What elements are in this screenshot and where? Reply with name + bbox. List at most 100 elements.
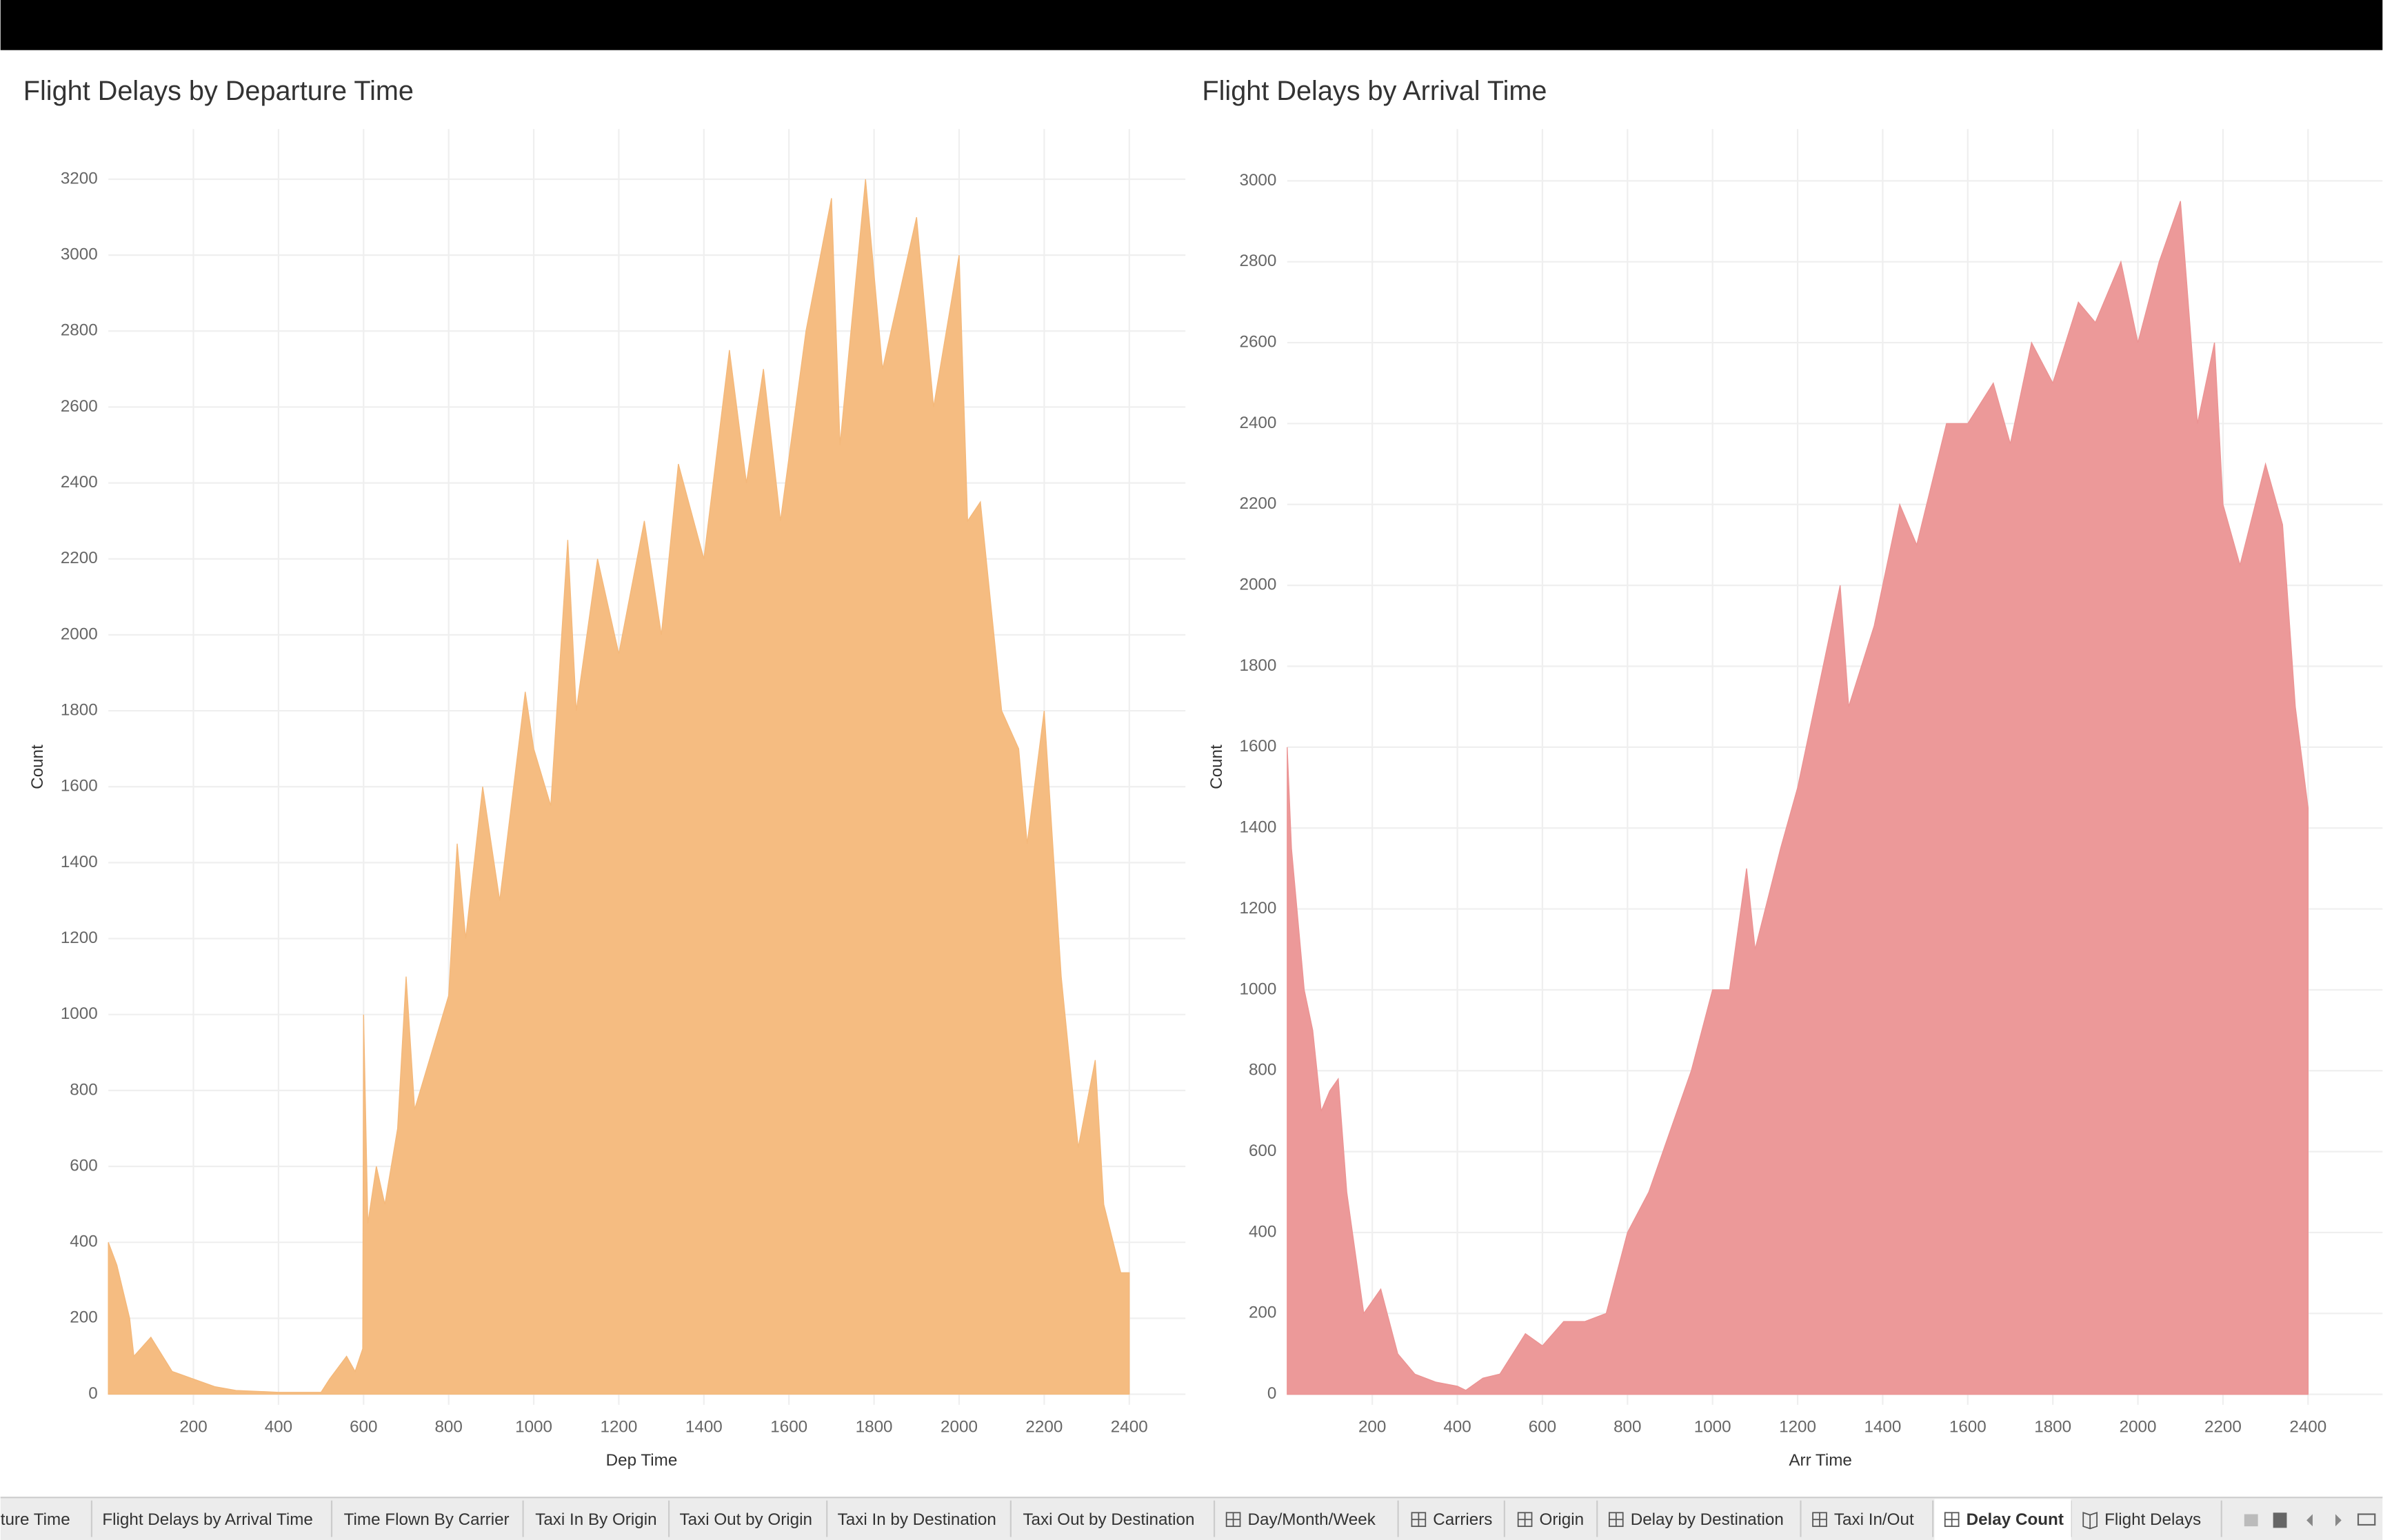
tab-icon [1944,1512,1959,1527]
tab-icon [2082,1512,2098,1530]
y-tick-label: 1800 [61,700,98,719]
tab[interactable]: Delay by Destination [1608,1510,1784,1529]
tab[interactable]: ture Time [1,1510,70,1529]
y-tick-label: 0 [88,1384,97,1403]
x-tick-label: 600 [1529,1417,1556,1436]
tab[interactable]: Taxi In/Out [1812,1510,1914,1529]
y-tick-label: 3200 [61,169,98,188]
y-tick-label: 2000 [61,625,98,643]
x-tick-label: 1600 [770,1417,807,1436]
tab[interactable]: Taxi In By Origin [535,1510,656,1529]
tab[interactable]: Taxi Out by Origin [680,1510,812,1529]
tab-label[interactable]: Taxi Out by Destination [1023,1510,1194,1529]
x-tick-label: 2400 [1111,1417,1148,1436]
tab-label[interactable]: Taxi In By Origin [535,1510,656,1529]
x-tick-label: 2000 [2120,1417,2157,1436]
tab[interactable]: Time Flown By Carrier [344,1510,510,1529]
x-tick-label: 1400 [1864,1417,1901,1436]
tab-label[interactable]: Time Flown By Carrier [344,1510,510,1529]
y-tick-label: 1600 [1239,737,1276,756]
y-tick-label: 800 [1249,1061,1276,1080]
tab[interactable]: Taxi Out by Destination [1023,1510,1194,1529]
x-tick-label: 800 [1613,1417,1641,1436]
y-tick-label: 2400 [61,473,98,492]
tab-label[interactable]: Day/Month/Week [1248,1510,1376,1529]
y-tick-label: 1400 [1239,818,1276,837]
tab-icon [1518,1512,1532,1527]
y-tick-label: 2600 [1239,332,1276,351]
y-tick-label: 1200 [1239,899,1276,918]
tab-label[interactable]: ture Time [1,1510,70,1529]
y-tick-label: 800 [70,1080,97,1099]
view-icon[interactable] [2273,1512,2287,1528]
tab[interactable]: Carriers [1411,1510,1492,1529]
y-tick-label: 3000 [61,245,98,264]
tab-label[interactable]: Carriers [1433,1510,1492,1529]
tab-label[interactable]: Delay Count [1967,1510,2064,1529]
y-tick-label: 600 [1249,1142,1276,1160]
y-tick-label: 1800 [1239,656,1276,675]
y-tick-label: 2800 [1239,252,1276,270]
x-tick-label: 1800 [2034,1417,2071,1436]
x-axis-label: Arr Time [1789,1451,1852,1470]
chart-title: Flight Delays by Departure Time [23,76,414,106]
y-tick-label: 1000 [61,1004,98,1023]
next-tab[interactable] [2335,1514,2342,1527]
y-tick-label: 2000 [1239,576,1276,594]
x-tick-label: 1000 [515,1417,552,1436]
y-tick-label: 2400 [1239,414,1276,432]
area [1287,201,2309,1395]
x-tick-label: 400 [265,1417,292,1436]
x-axis-label: Dep Time [606,1451,678,1470]
x-tick-label: 1600 [1949,1417,1987,1436]
x-tick-label: 1400 [685,1417,723,1436]
tab-icon [1411,1512,1426,1527]
tab-label[interactable]: Delay by Destination [1631,1510,1784,1529]
x-tick-label: 600 [350,1417,377,1436]
tab[interactable]: Delay Count [1934,1499,2071,1540]
x-tick-label: 2200 [1025,1417,1063,1436]
x-tick-label: 2200 [2204,1417,2242,1436]
y-tick-label: 2200 [1239,494,1276,513]
tab[interactable]: Taxi In by Destination [838,1510,996,1529]
area [108,179,1130,1395]
tab-icon [1813,1512,1827,1527]
y-tick-label: 0 [1267,1384,1276,1403]
tab-label[interactable]: Taxi Out by Origin [680,1510,812,1529]
y-axis-label: Count [28,744,47,789]
tab[interactable]: Flight Delays by Arrival Time [102,1510,313,1529]
y-tick-label: 2200 [61,549,98,567]
y-tick-label: 200 [1249,1304,1276,1322]
tab[interactable]: Origin [1517,1510,1585,1529]
y-tick-label: 3000 [1239,171,1276,190]
tab-label[interactable]: Flight Delays [2104,1510,2201,1529]
x-tick-label: 2000 [941,1417,978,1436]
top-bar [0,0,2383,50]
tab[interactable]: Flight Delays [2082,1510,2201,1530]
present-icon[interactable] [2357,1513,2376,1526]
tab-label[interactable]: Taxi In by Destination [838,1510,996,1529]
x-tick-label: 400 [1443,1417,1471,1436]
x-tick-label: 200 [179,1417,207,1436]
y-tick-label: 1600 [61,777,98,796]
y-tick-label: 200 [70,1308,97,1327]
y-tick-label: 1400 [61,853,98,871]
x-tick-label: 2400 [2289,1417,2326,1436]
y-tick-label: 2800 [61,321,98,340]
y-axis-label: Count [1207,744,1226,789]
y-tick-label: 1200 [61,929,98,947]
x-tick-label: 800 [434,1417,462,1436]
tab[interactable]: Day/Month/Week [1225,1510,1376,1529]
x-tick-label: 1800 [856,1417,893,1436]
tab-icon [1609,1512,1623,1527]
y-tick-label: 600 [70,1156,97,1175]
view-icon[interactable] [2244,1514,2258,1527]
y-tick-label: 400 [70,1233,97,1251]
x-tick-label: 200 [1358,1417,1386,1436]
prev-tab[interactable] [2306,1514,2313,1527]
tab-label[interactable]: Taxi In/Out [1834,1510,1914,1529]
y-tick-label: 1000 [1239,980,1276,998]
tab-label[interactable]: Flight Delays by Arrival Time [102,1510,313,1529]
tab-label[interactable]: Origin [1540,1510,1585,1529]
